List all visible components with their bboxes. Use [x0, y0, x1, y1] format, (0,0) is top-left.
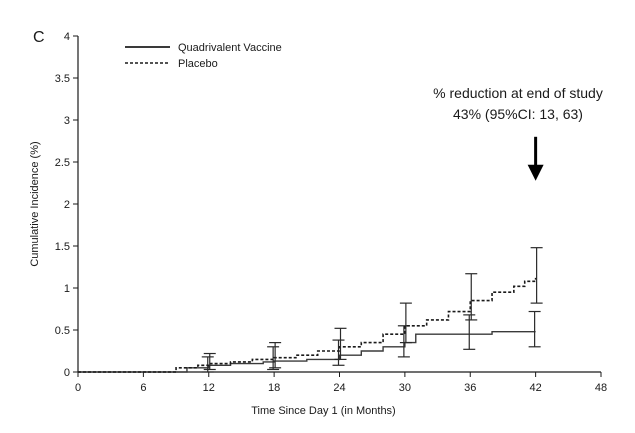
- x-axis-title: Time Since Day 1 (in Months): [251, 405, 395, 417]
- annotation-arrow-head: [527, 164, 544, 181]
- y-tick-label: 3: [64, 115, 70, 127]
- x-tick-label: 30: [399, 382, 411, 394]
- legend-label-vaccine: Quadrivalent Vaccine: [178, 42, 282, 54]
- y-tick-label: 2: [64, 199, 70, 211]
- y-tick-label: 0: [64, 367, 70, 379]
- y-tick-label: 4: [64, 31, 70, 43]
- y-axis-title: Cumulative Incidence (%): [29, 141, 41, 266]
- x-tick-label: 6: [140, 382, 146, 394]
- annotation-line-2: 43% (95%CI: 13, 63): [453, 106, 583, 122]
- annotation-line-1: % reduction at end of study: [433, 85, 603, 101]
- x-tick-label: 36: [464, 382, 476, 394]
- y-tick-label: 0.5: [55, 325, 70, 337]
- series-line-0: [78, 330, 536, 373]
- x-tick-label: 12: [203, 382, 215, 394]
- y-tick-label: 1: [64, 283, 70, 295]
- x-tick-label: 24: [333, 382, 345, 394]
- panel-label: C: [33, 29, 45, 46]
- y-tick-label: 2.5: [55, 157, 70, 169]
- legend-label-placebo: Placebo: [178, 58, 218, 70]
- x-tick-label: 42: [530, 382, 542, 394]
- series-line-1: [78, 277, 537, 373]
- x-tick-label: 18: [268, 382, 280, 394]
- y-tick-label: 1.5: [55, 241, 70, 253]
- x-tick-label: 0: [75, 382, 81, 394]
- y-tick-label: 3.5: [55, 73, 70, 85]
- x-tick-label: 48: [595, 382, 607, 394]
